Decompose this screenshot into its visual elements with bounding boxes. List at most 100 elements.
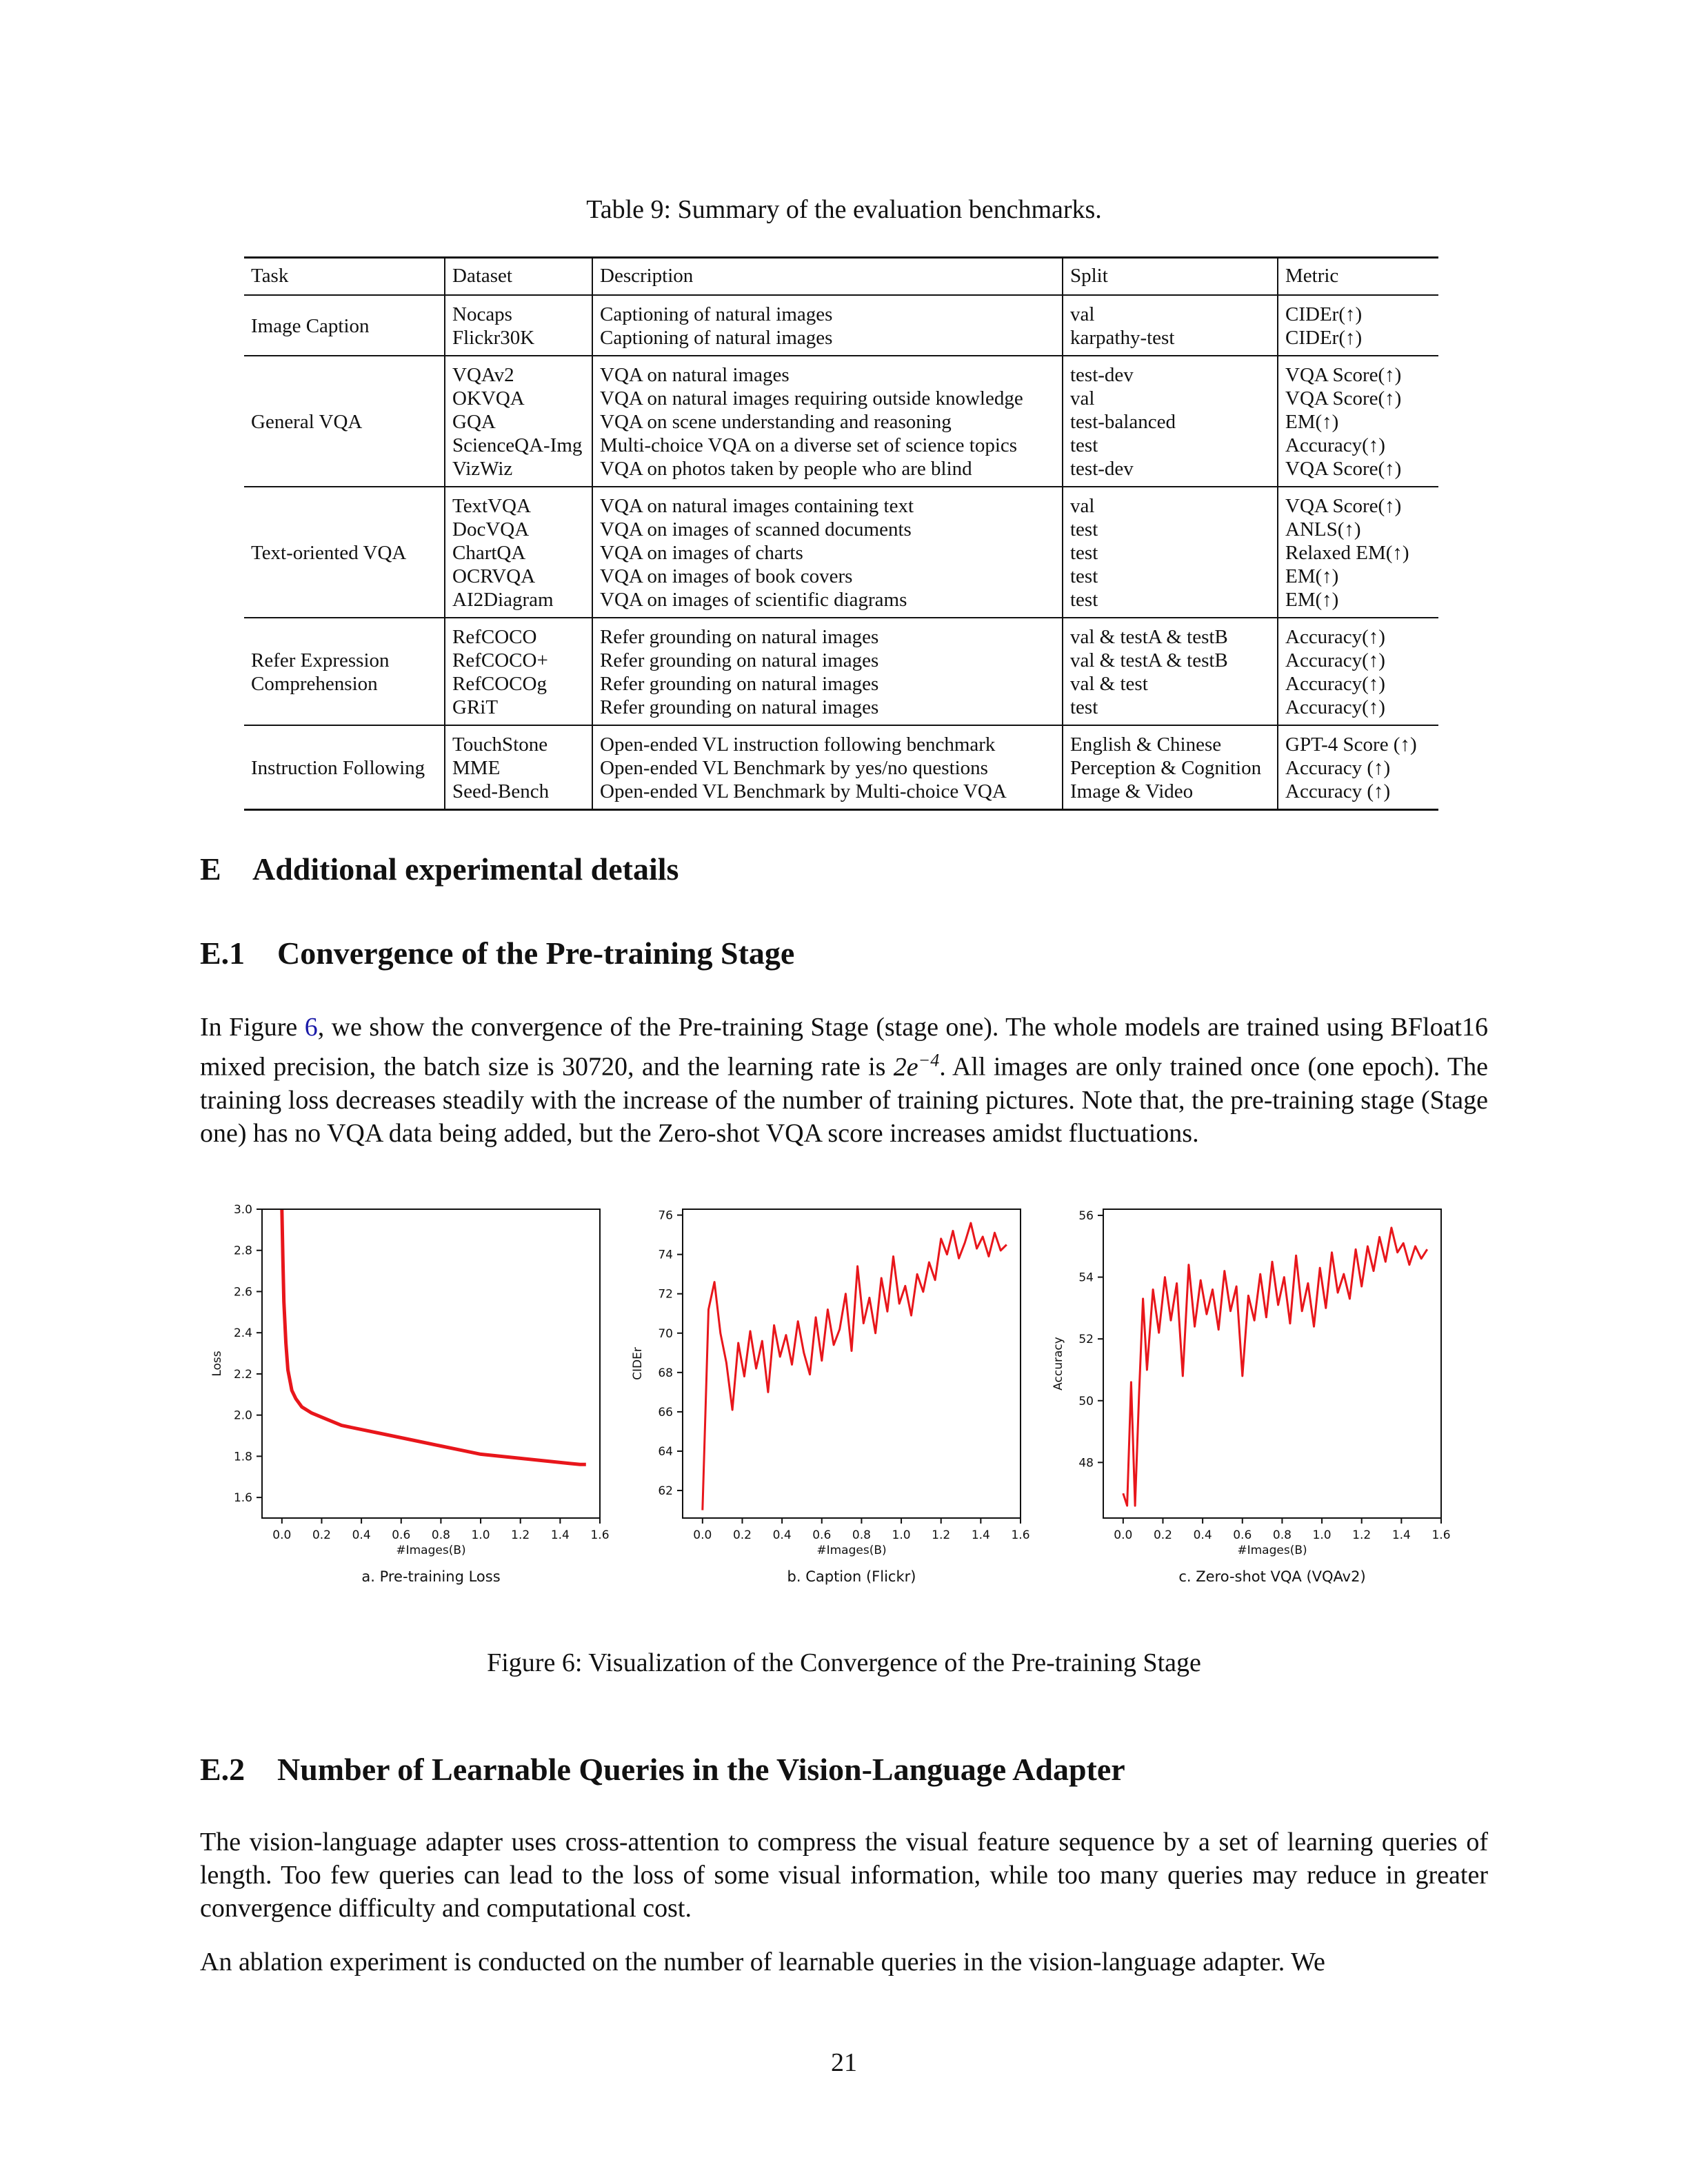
text: In Figure	[200, 1013, 305, 1042]
metric-cell: ANLS(↑)	[1277, 518, 1438, 541]
dataset-cell: OCRVQA	[444, 565, 592, 588]
plot-frame	[1103, 1209, 1442, 1519]
x-tick-label: 0.6	[1233, 1528, 1252, 1542]
table-row: OKVQA VQA on natural images requiring out…	[244, 387, 1438, 410]
y-tick-label: 74	[658, 1248, 673, 1262]
split-cell: test	[1062, 518, 1278, 541]
description-cell: Refer grounding on natural images	[592, 649, 1063, 672]
y-tick-label: 2.8	[234, 1244, 252, 1258]
metric-cell: EM(↑)	[1277, 410, 1438, 434]
table-group: Image Caption Nocaps Captioning of natural…	[244, 295, 1438, 356]
table-row: Seed-Bench Open-ended VL Benchmark by Mul…	[244, 780, 1438, 811]
metric-cell: VQA Score(↑)	[1277, 487, 1438, 518]
x-tick-label: 1.4	[551, 1528, 570, 1542]
x-tick-label: 1.6	[590, 1528, 609, 1542]
section-title: Convergence of the Pre-training Stage	[277, 936, 795, 971]
split-cell: test	[1062, 588, 1278, 618]
y-tick-label: 2.0	[234, 1409, 252, 1423]
y-tick-label: 62	[658, 1484, 673, 1498]
dataset-cell: Flickr30K	[444, 326, 592, 356]
dataset-cell: GRiT	[444, 696, 592, 726]
dataset-cell: DocVQA	[444, 518, 592, 541]
y-tick-label: 68	[658, 1366, 673, 1380]
x-tick-label: 0.6	[392, 1528, 410, 1542]
description-cell: VQA on images of book covers	[592, 565, 1063, 588]
table-group: General VQA VQAv2 VQA on natural images tes…	[244, 356, 1438, 487]
description-cell: Captioning of natural images	[592, 295, 1063, 326]
metric-cell: EM(↑)	[1277, 588, 1438, 618]
series-line	[1122, 1226, 1429, 1507]
benchmark-table: Task Dataset Description Split Metric Im…	[244, 256, 1438, 811]
metric-cell: Accuracy(↑)	[1277, 696, 1438, 726]
figure-link[interactable]: 6	[304, 1013, 318, 1042]
metric-cell: GPT-4 Score (↑)	[1277, 725, 1438, 756]
section-number: E.2	[200, 1752, 245, 1787]
dataset-cell: OKVQA	[444, 387, 592, 410]
x-tick-label: 0.2	[312, 1528, 331, 1542]
description-cell: VQA on natural images	[592, 356, 1063, 387]
text: , we show the convergence of the Pre-tra…	[200, 1013, 1488, 1082]
dataset-cell: RefCOCO	[444, 618, 592, 649]
metric-cell: CIDEr(↑)	[1277, 326, 1438, 356]
x-tick-label: 0.0	[693, 1528, 712, 1542]
section-heading-e1: E.1 Convergence of the Pre-training Stage	[200, 935, 794, 971]
table-row: RefCOCO+ Refer grounding on natural image…	[244, 649, 1438, 672]
metric-cell: Accuracy (↑)	[1277, 756, 1438, 780]
dataset-cell: TextVQA	[444, 487, 592, 518]
zero-shot-vqa-chart: 0.0 0.2 0.4 0.6 0.8 1.0 1.2 1.4 1.6 48 50 52 54 56 #Im…	[1052, 1209, 1451, 1585]
table-row: Image Caption Nocaps Captioning of natural…	[244, 295, 1438, 356]
split-cell: val	[1062, 487, 1278, 518]
metric-cell: CIDEr(↑)	[1277, 295, 1438, 326]
header-task: Task	[244, 256, 445, 296]
series-line	[701, 1222, 1007, 1510]
paragraph-e2-2: An ablation experiment is conducted on t…	[200, 1948, 1325, 1976]
y-axis-label: Accuracy	[1052, 1337, 1065, 1391]
header-dataset: Dataset	[444, 256, 592, 296]
x-axis-label: #Images(B)	[816, 1544, 886, 1557]
split-cell: Image & Video	[1062, 780, 1278, 811]
lr-base: 2e	[893, 1052, 918, 1082]
y-tick-label: 66	[658, 1406, 673, 1419]
x-axis-label: #Images(B)	[1237, 1544, 1307, 1557]
x-axis-label: #Images(B)	[396, 1544, 465, 1557]
task-cell: Image Caption	[244, 295, 445, 356]
table-group: Instruction Following TouchStone Open-ende…	[244, 725, 1438, 811]
y-tick-label: 2.2	[234, 1368, 252, 1382]
y-tick-label: 76	[658, 1209, 673, 1223]
description-cell: VQA on scene understanding and reasoning	[592, 410, 1063, 434]
task-cell: Instruction Following	[244, 725, 445, 811]
split-cell: val	[1062, 387, 1278, 410]
split-cell: val	[1062, 295, 1278, 326]
x-tick-label: 0.6	[812, 1528, 831, 1542]
split-cell: Perception & Cognition	[1062, 756, 1278, 780]
description-cell: Open-ended VL Benchmark by Multi-choice …	[592, 780, 1063, 811]
table-header-row: Task Dataset Description Split Metric	[244, 256, 1438, 296]
x-tick-label: 0.8	[852, 1528, 871, 1542]
x-tick-label: 0.0	[1114, 1528, 1132, 1542]
header-description: Description	[592, 256, 1063, 296]
table-row: MME Open-ended VL Benchmark by yes/no que…	[244, 756, 1438, 780]
section-heading-e: E Additional experimental details	[200, 851, 679, 887]
y-tick-label: 1.8	[234, 1450, 252, 1464]
y-tick-label: 64	[658, 1445, 673, 1459]
split-cell: karpathy-test	[1062, 326, 1278, 356]
section-number: E	[200, 851, 221, 887]
description-cell: Open-ended VL Benchmark by yes/no questi…	[592, 756, 1063, 780]
page-number: 21	[831, 2048, 857, 2077]
x-tick-label: 0.4	[1194, 1528, 1212, 1542]
y-tick-label: 72	[658, 1288, 673, 1302]
y-tick-label: 52	[1078, 1333, 1094, 1346]
x-tick-label: 1.2	[511, 1528, 530, 1542]
dataset-cell: Nocaps	[444, 295, 592, 326]
y-tick-label: 48	[1078, 1456, 1094, 1470]
x-tick-label: 0.8	[1273, 1528, 1292, 1542]
x-tick-label: 0.2	[733, 1528, 752, 1542]
split-cell: test	[1062, 541, 1278, 565]
y-tick-label: 70	[658, 1327, 673, 1341]
description-cell: Refer grounding on natural images	[592, 696, 1063, 726]
description-cell: VQA on natural images requiring outside …	[592, 387, 1063, 410]
dataset-cell: VQAv2	[444, 356, 592, 387]
split-cell: test	[1062, 434, 1278, 457]
x-tick-label: 1.4	[972, 1528, 990, 1542]
y-tick-label: 2.4	[234, 1326, 252, 1340]
